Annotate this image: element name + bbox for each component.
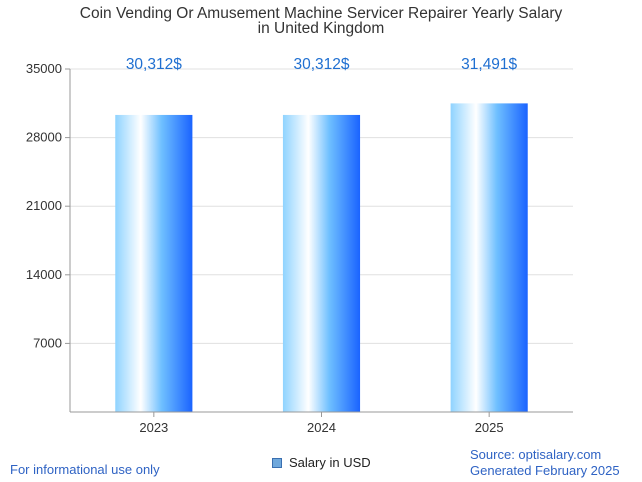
y-tick-label: 14000 bbox=[26, 267, 62, 282]
y-tick-label: 21000 bbox=[26, 198, 62, 213]
value-label-2024: 30,312$ bbox=[293, 56, 349, 73]
source-block: Source: optisalary.com Generated Februar… bbox=[470, 447, 620, 479]
bars: 30,312$ 30,312$ 31,491$ bbox=[115, 56, 528, 413]
x-tick-label-2025: 2025 bbox=[475, 420, 504, 435]
y-tick-label: 28000 bbox=[26, 130, 62, 145]
axes: 7000 14000 21000 28000 35000 2023 2024 2025 bbox=[26, 61, 573, 435]
legend: Salary in USD bbox=[272, 455, 371, 470]
y-tick-label: 35000 bbox=[26, 61, 62, 76]
x-tick-label-2024: 2024 bbox=[307, 420, 336, 435]
bar-2023 bbox=[115, 114, 193, 413]
source-text: Source: optisalary.com bbox=[470, 447, 602, 462]
x-tick-label-2023: 2023 bbox=[139, 420, 168, 435]
value-label-2023: 30,312$ bbox=[126, 56, 182, 73]
legend-swatch bbox=[272, 457, 282, 468]
generated-date: Generated February 2025 bbox=[470, 463, 620, 478]
disclaimer-text: For informational use only bbox=[10, 462, 160, 477]
chart-title-line-1: Coin Vending Or Amusement Machine Servic… bbox=[80, 5, 563, 22]
bar-2025 bbox=[450, 103, 528, 413]
value-label-2025: 31,491$ bbox=[461, 56, 517, 73]
legend-label: Salary in USD bbox=[289, 455, 371, 470]
chart-title-line-2: in United Kingdom bbox=[258, 20, 385, 37]
y-tick-label: 7000 bbox=[33, 335, 62, 350]
bar-2024 bbox=[282, 114, 361, 413]
